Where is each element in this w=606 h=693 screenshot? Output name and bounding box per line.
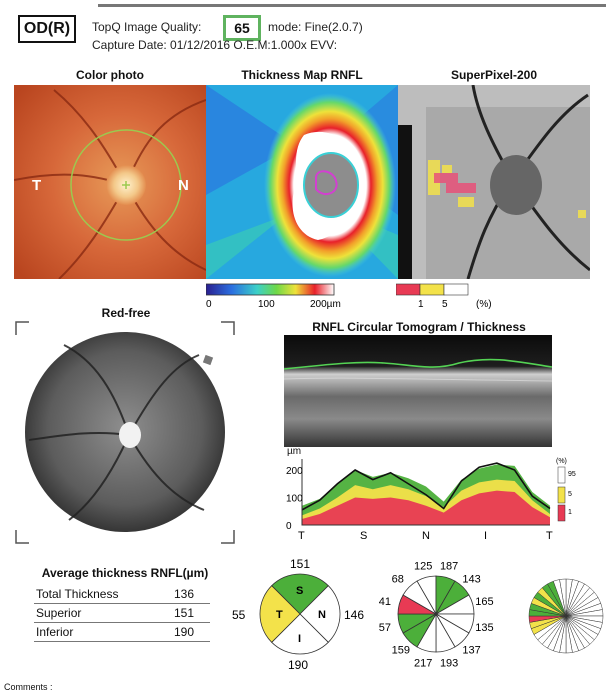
chart-legend-swatch: [557, 504, 566, 522]
quadrant-superior-value: 151: [290, 557, 310, 571]
superpixel-title: SuperPixel-200: [450, 68, 538, 82]
color-fundus-photo: T N: [14, 85, 206, 279]
quadrant-temporal-label: T: [276, 609, 283, 621]
quality-label: TopQ Image Quality:: [92, 20, 202, 34]
quadrant-nasal-label: N: [318, 609, 326, 621]
superior-value: 151: [174, 606, 195, 620]
quadrant-inferior-label: I: [298, 633, 301, 645]
thickness-colorbar-min: 0: [206, 299, 212, 310]
clock-sector: [402, 580, 438, 616]
average-thickness-title: Average thickness RNFL(µm): [41, 566, 209, 580]
total-thickness-label: Total Thickness: [36, 587, 119, 601]
superior-label: Superior: [36, 606, 82, 620]
thickness-colorbar-max: 200µm: [310, 299, 341, 310]
total-thickness-value: 136: [174, 587, 195, 601]
thickness-map-title: Thickness Map RNFL: [241, 68, 363, 82]
superpixel-sector-chart: [528, 578, 604, 654]
quadrant-superior-label: S: [296, 585, 303, 597]
color-photo-title: Color photo: [76, 68, 144, 82]
chart-legend-swatch: [557, 486, 566, 504]
clock-value: 68: [392, 574, 404, 586]
superpixel-legend-unit: (%): [476, 299, 492, 310]
capture-info: Capture Date: 01/12/2016 O.E.M:1.000x EV…: [92, 38, 338, 52]
chart-y-unit: µm: [287, 446, 302, 457]
quadrant-chart: S T N I 151 55 146 190: [232, 557, 364, 672]
thickness-colorbar-mid: 100: [258, 299, 275, 310]
scan-mode: mode: Fine(2.0.7): [268, 20, 363, 34]
clock-value: 159: [392, 644, 410, 656]
patient-thickness-line: [301, 462, 551, 511]
table-row-superior: Superior 151: [34, 605, 210, 623]
chart-x-tick: N: [422, 530, 430, 542]
chart-x-tick: T: [546, 530, 553, 542]
clock-value: 125: [414, 561, 432, 573]
chart-legend-title: (%): [556, 458, 567, 465]
chart-y-tick: 100: [286, 494, 303, 505]
clock-value: 165: [475, 596, 493, 608]
rnfl-tomogram-image: [284, 335, 552, 447]
chart-legend-label: 5: [568, 491, 572, 498]
table-row-total: Total Thickness 136: [34, 586, 210, 604]
thickness-map-image: [206, 85, 398, 279]
chart-x-tick: S: [360, 530, 367, 542]
superpixel-legend: 1 5 (%): [396, 283, 492, 310]
quadrant-inferior-value: 190: [288, 658, 308, 672]
red-free-title: Red-free: [101, 306, 151, 320]
header-rule: [98, 4, 606, 7]
clock-value: 41: [379, 596, 391, 608]
superpixel-legend-1: 1: [418, 299, 424, 310]
chart-x-tick: I: [484, 530, 487, 542]
clock-value: 217: [414, 657, 432, 669]
color-photo-temporal-label: T: [32, 177, 41, 194]
quadrant-nasal-value: 146: [344, 608, 364, 622]
chart-x-tick: T: [298, 530, 305, 542]
chart-axes: [301, 459, 550, 526]
clock-value: 135: [475, 622, 493, 634]
chart-y-tick: 200: [286, 466, 303, 477]
table-row-inferior: Inferior 190: [34, 624, 210, 642]
chart-legend-label: 1: [568, 509, 572, 516]
chart-legend-label: 95: [568, 471, 576, 478]
superpixel-image: [398, 85, 590, 279]
superpixel-sector: [559, 578, 567, 617]
chart-legend-swatch: [557, 466, 566, 484]
inferior-label: Inferior: [36, 625, 74, 639]
inferior-value: 190: [174, 625, 195, 639]
chart-y-tick: 0: [286, 521, 292, 532]
comments-label: Comments :: [4, 682, 53, 692]
quadrant-temporal-value: 55: [232, 608, 246, 622]
tomogram-title: RNFL Circular Tomogram / Thickness: [312, 320, 526, 334]
quality-value: 65: [223, 15, 261, 41]
chart-area-red: [302, 490, 550, 525]
superpixel-legend-5: 5: [442, 299, 448, 310]
clock-value: 187: [440, 561, 458, 573]
eye-badge: OD(R): [18, 15, 76, 43]
color-photo-nasal-label: N: [178, 177, 189, 194]
red-free-image: [15, 321, 235, 544]
clock-value: 193: [440, 657, 458, 669]
clock-value: 137: [462, 644, 480, 656]
clock-value: 143: [462, 574, 480, 586]
thickness-colorbar: 0 100 200µm: [206, 283, 341, 310]
clock-value: 57: [379, 622, 391, 634]
